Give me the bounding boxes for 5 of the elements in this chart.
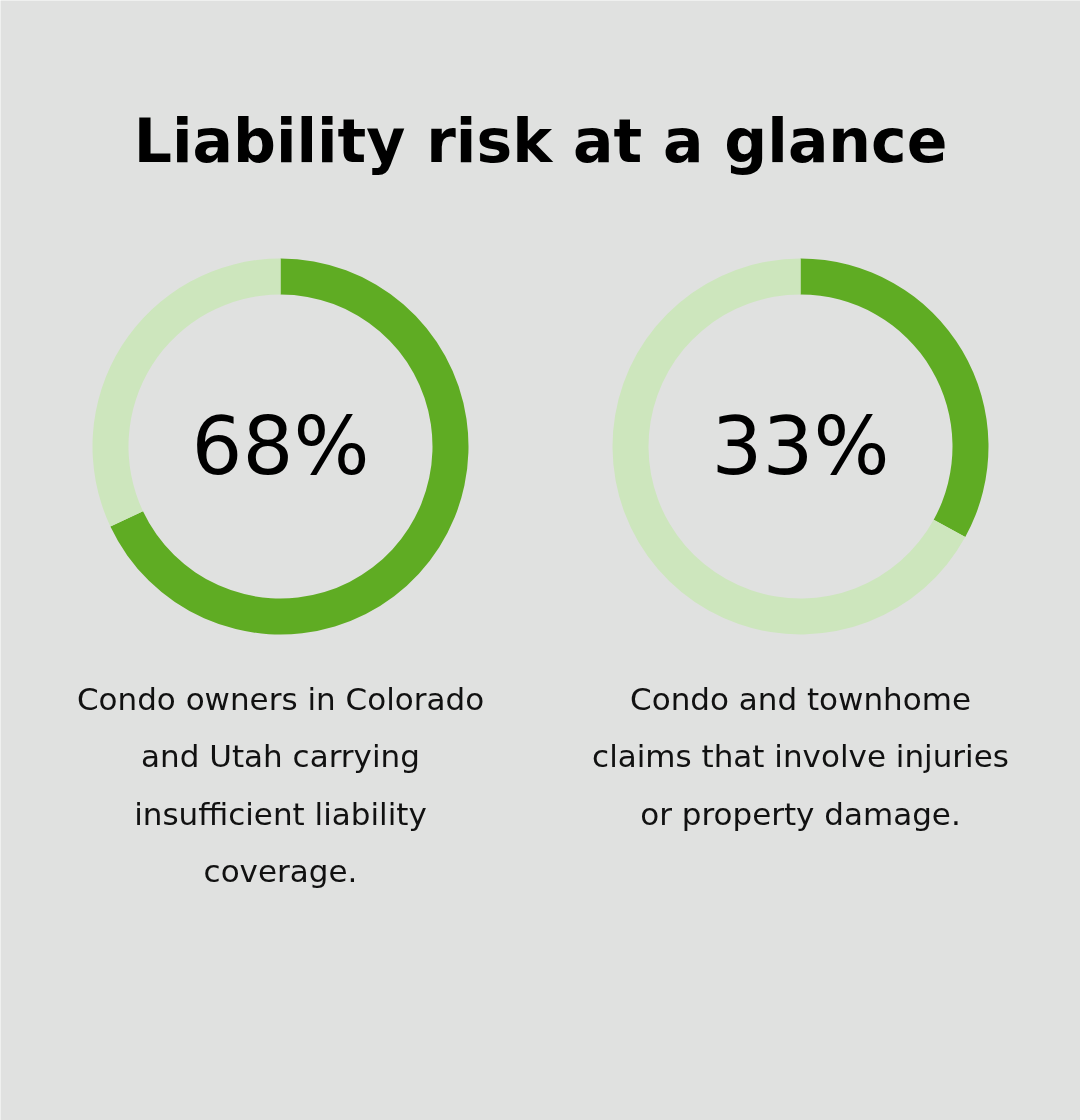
chart-title: Liability risk at a glance	[133, 105, 948, 176]
text: 68%	[191, 400, 370, 493]
text: Condo and townhome claims that involve injuries or property damage.	[592, 680, 1009, 832]
text: Condo owners in Colorado and Utah carrying insufficient liability coverage.	[76, 680, 485, 890]
text: 33%	[711, 400, 890, 493]
